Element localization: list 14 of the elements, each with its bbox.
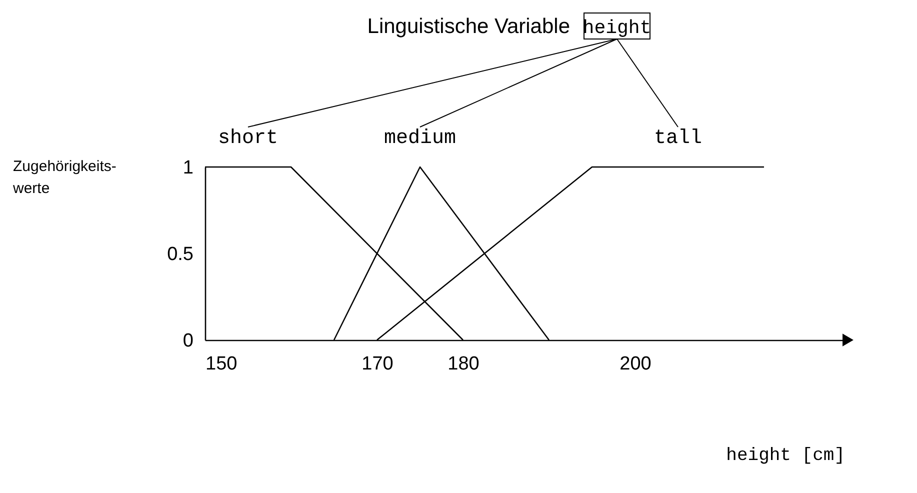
series-label: short [218, 127, 278, 150]
chart-title: Linguistische Variable [367, 15, 570, 38]
series-label: medium [384, 127, 456, 150]
y-tick-label: 0.5 [167, 244, 194, 265]
x-tick-label: 200 [620, 354, 652, 374]
x-axis-title: height [cm] [726, 446, 845, 466]
x-tick-label: 150 [206, 354, 238, 374]
x-tick-label: 180 [448, 354, 480, 374]
x-tick-label: 170 [362, 354, 394, 374]
text: height [582, 17, 652, 39]
series-label: tall [654, 127, 702, 150]
y-axis-title: Zugehörigkeits- werte [12, 158, 116, 197]
y-tick-label: 0 [182, 330, 194, 352]
y-tick-label: 1 [182, 158, 194, 178]
